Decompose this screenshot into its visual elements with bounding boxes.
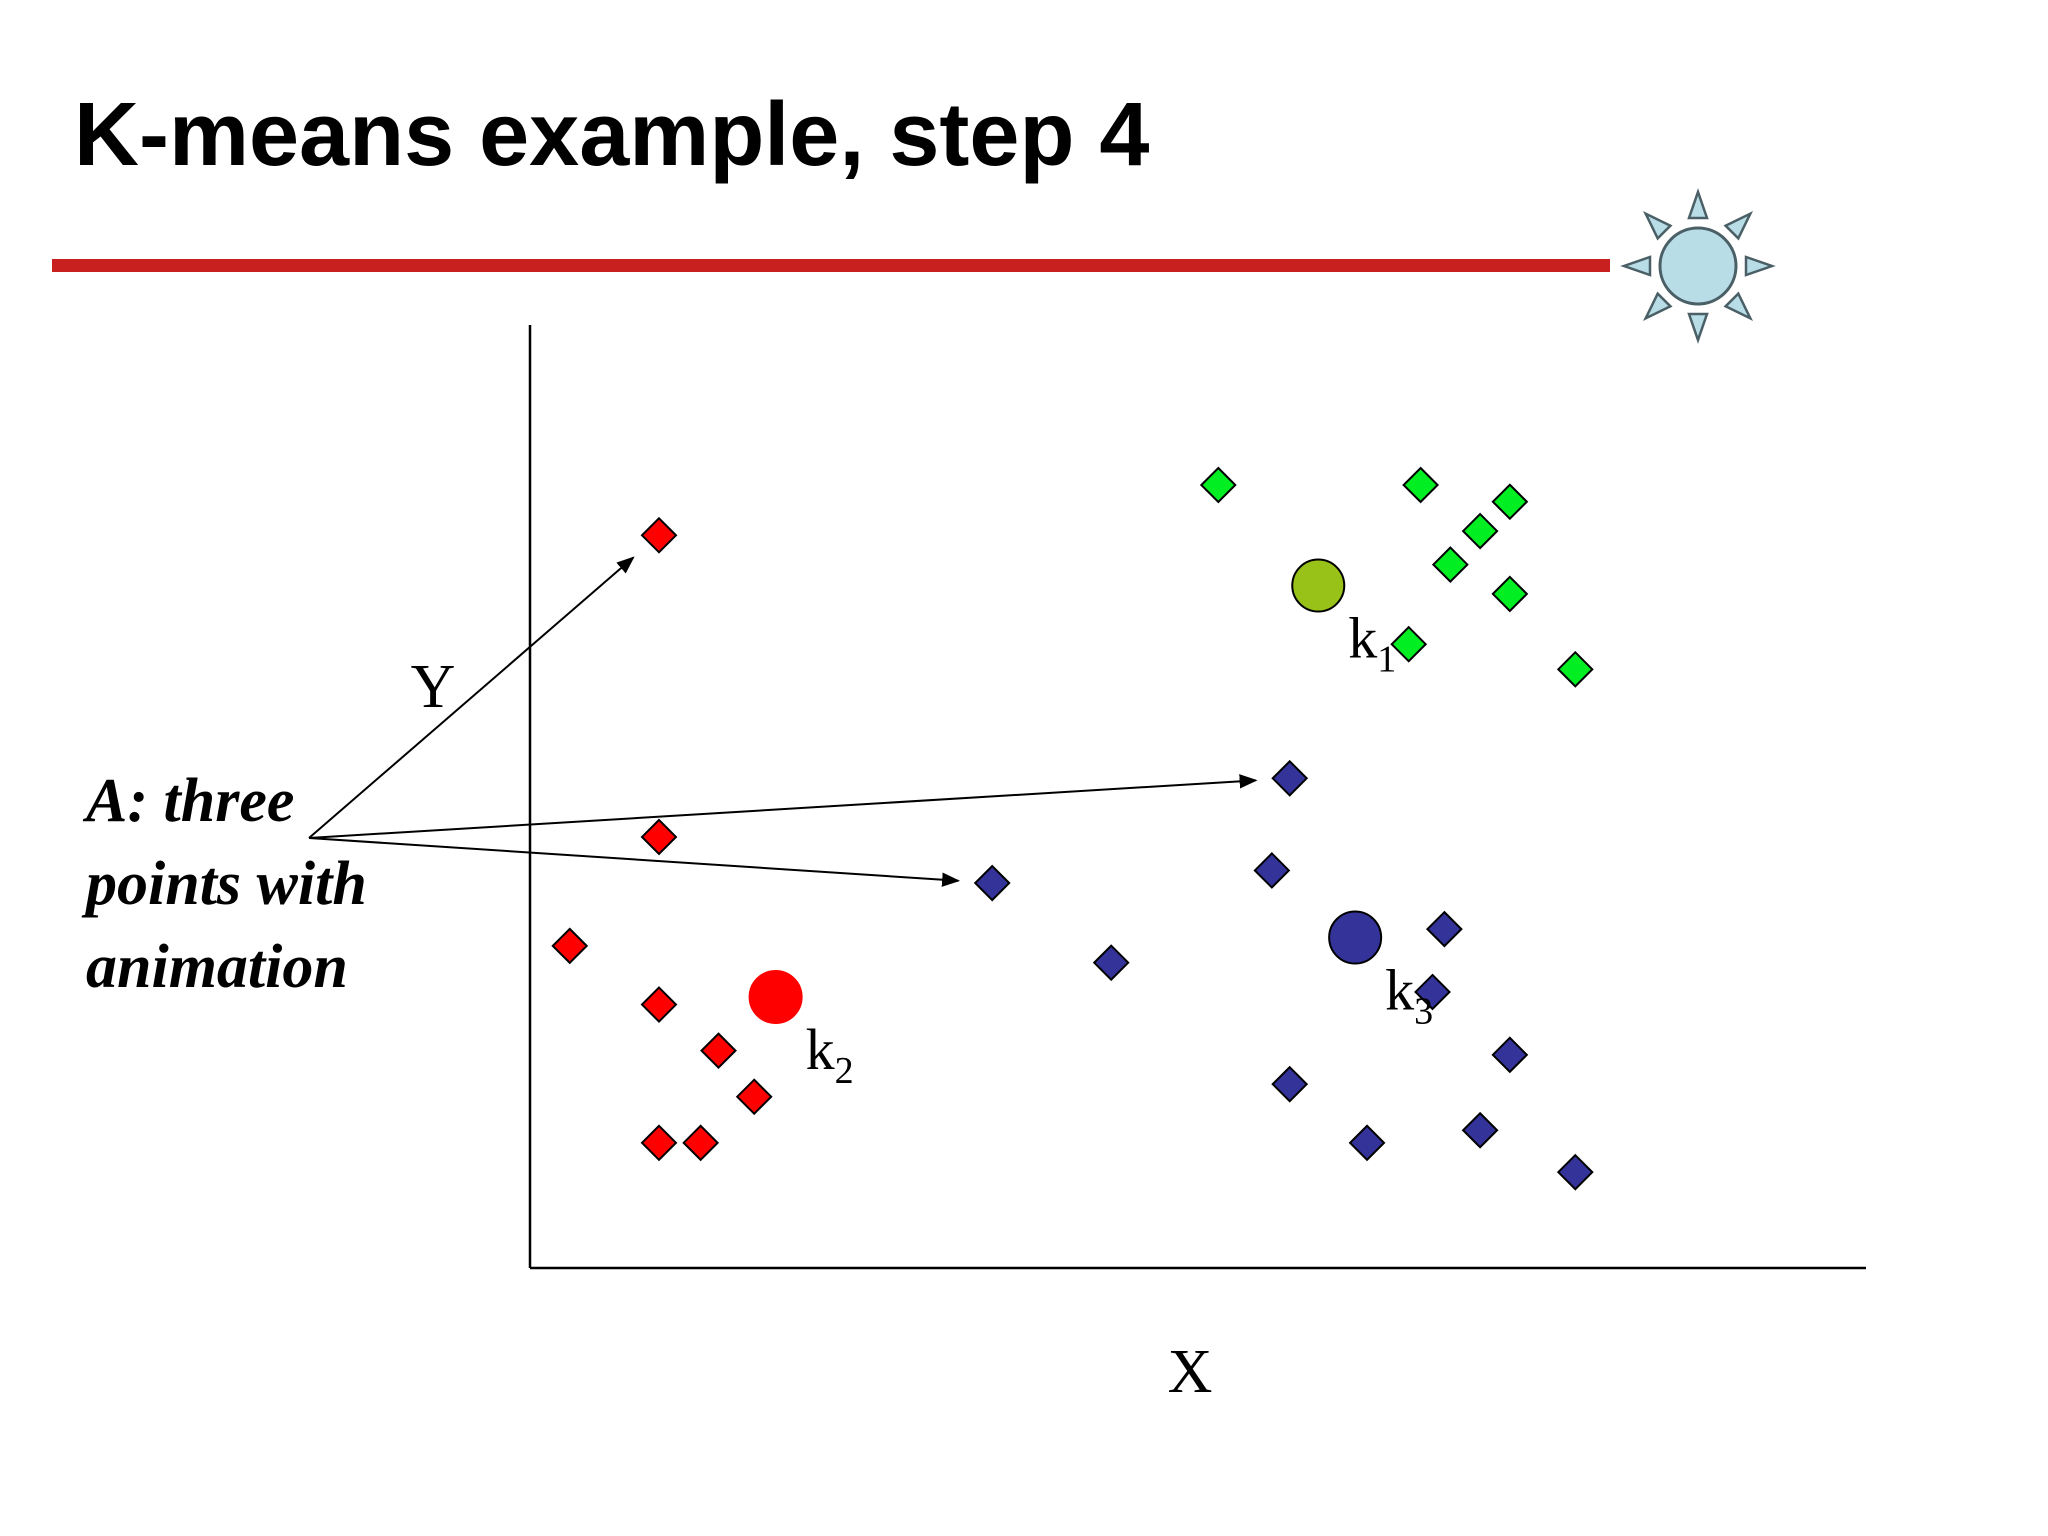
data-point-k3 [1092,944,1130,982]
note-line: A: three [86,767,295,835]
data-point-k2 [700,1032,737,1070]
data-point-k2 [640,516,678,554]
data-points [551,466,1594,1191]
annotation-arrow [308,837,961,887]
centroid-label-k3: k3 [1385,958,1433,1033]
note-line: animation [86,933,348,1001]
data-point-k3 [1348,1124,1386,1162]
annotation-arrow [308,774,1258,839]
data-point-k1 [1556,650,1594,688]
data-point-k1 [1402,466,1440,504]
sun-ray [1687,188,1709,220]
sun-ray [1642,291,1673,322]
data-point-k3 [1556,1153,1594,1191]
data-point-k2 [640,1124,678,1162]
centroid-label-k1: k1 [1348,606,1396,681]
data-point-k2 [640,986,678,1023]
sun-ray [1723,210,1754,241]
centroid-k3 [1328,910,1383,965]
data-point-k3 [1271,1065,1309,1103]
y-axis-label: Y [411,653,456,721]
sun-ray [1620,255,1652,277]
annotation-arrow [308,556,635,839]
data-point-k3 [1253,852,1291,889]
sun-ray [1642,210,1673,241]
data-point-k1 [1491,575,1529,613]
data-point-k2 [682,1124,720,1162]
sun-ray [1687,312,1709,344]
data-point-k3 [1491,1036,1529,1074]
sun-icon [1620,188,1776,344]
annotation-arrows [308,556,1258,887]
data-point-k2 [735,1078,773,1116]
data-point-k1 [1431,546,1469,584]
title-divider [52,259,1610,272]
data-point-k3 [1414,973,1451,1011]
centroid-k1 [1291,558,1346,613]
data-point-k1 [1461,512,1499,550]
data-point-k1 [1491,483,1529,521]
data-point-k3 [973,864,1011,902]
data-point-k3 [1425,910,1463,948]
data-point-k2 [640,818,678,856]
sun-ray [1723,291,1754,322]
note-line: points with [86,850,367,918]
data-point-k3 [1271,759,1309,797]
sun-ray [1744,255,1776,277]
data-point-k3 [1461,1111,1499,1149]
x-axis-label: X [1168,1338,1213,1406]
data-point-k2 [551,927,589,965]
data-point-k1 [1199,466,1237,504]
data-point-k1 [1390,625,1428,663]
animation-note: A: three points with animation [86,760,446,1009]
page-title: K-means example, step 4 [74,85,1150,185]
centroids: k1 k2 k3 [748,558,1433,1092]
centroid-k2 [748,970,803,1025]
centroid-label-k2: k2 [806,1017,854,1092]
